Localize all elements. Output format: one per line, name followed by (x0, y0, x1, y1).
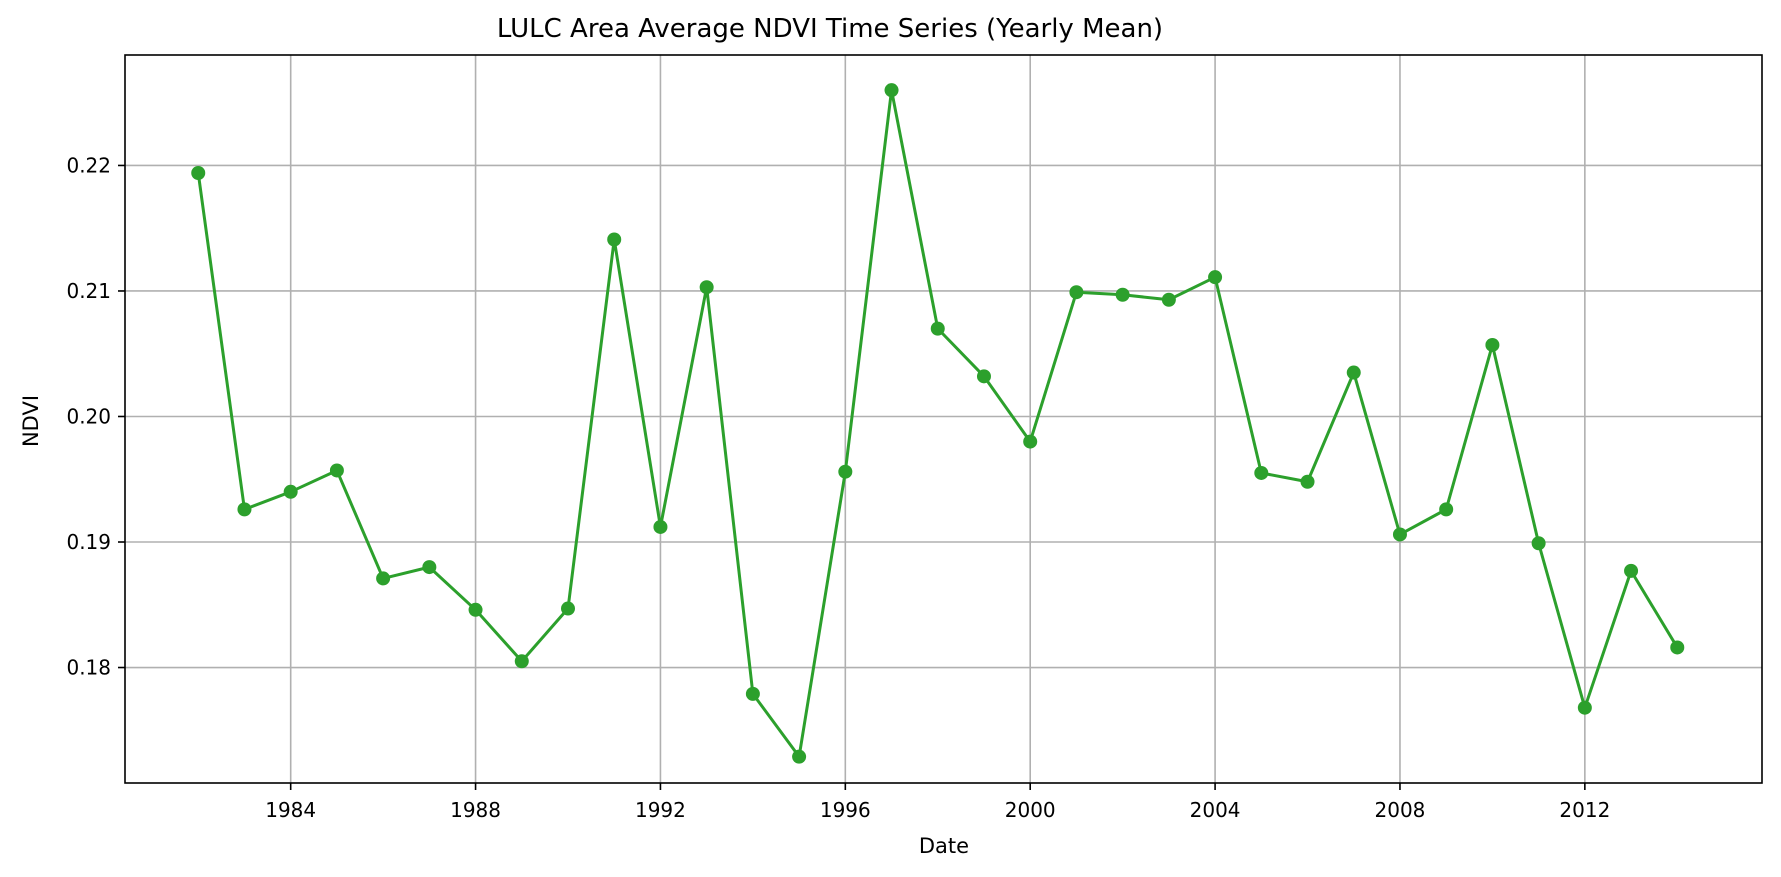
y-axis-label: NDVI (19, 395, 43, 447)
y-tick-label: 0.18 (66, 656, 111, 680)
ndvi-data-point (1023, 434, 1038, 449)
ndvi-data-point (1115, 287, 1130, 302)
x-tick-label: 1992 (635, 798, 686, 822)
plot-frame (124, 54, 1763, 784)
ndvi-data-point (1624, 563, 1639, 578)
ndvi-data-point (1346, 365, 1361, 380)
y-tick-label: 0.21 (66, 279, 111, 303)
chart-title: LULC Area Average NDVI Time Series (Year… (497, 14, 1163, 44)
x-tick-label: 1984 (265, 798, 316, 822)
ndvi-data-point (561, 601, 575, 616)
y-tick-label: 0.20 (66, 404, 111, 428)
x-tick-label: 1988 (450, 798, 501, 822)
x-tick-label: 1996 (820, 798, 871, 822)
x-tick-label: 2004 (1190, 798, 1241, 822)
ndvi-data-point (930, 321, 945, 336)
ndvi-data-point (1300, 474, 1315, 489)
ndvi-data-point (1577, 700, 1592, 715)
ndvi-data-point (1392, 527, 1407, 542)
ndvi-data-point (376, 571, 391, 586)
ndvi-data-point (884, 83, 899, 98)
x-axis-label: Date (919, 834, 969, 858)
ndvi-data-point (1670, 640, 1685, 655)
series-layer (191, 83, 1685, 764)
ndvi-data-point (699, 280, 714, 295)
ndvi-data-point (1254, 465, 1269, 480)
x-tick-label: 2000 (1005, 798, 1056, 822)
ndvi-data-point (1439, 502, 1454, 517)
ndvi-data-point (653, 519, 668, 534)
y-tick-label: 0.22 (66, 153, 111, 177)
axis-ticks: 1984 1988 1992 1996 2000 2004 2008 2012 0.18 0.19… (66, 153, 1610, 822)
x-tick-label: 2012 (1559, 798, 1610, 822)
ndvi-data-point (607, 232, 622, 247)
grid-lines (125, 55, 1762, 783)
ndvi-data-point (468, 602, 483, 617)
y-tick-label: 0.19 (66, 530, 111, 554)
ndvi-data-point (745, 686, 760, 701)
ndvi-data-point (1161, 292, 1176, 307)
ndvi-data-point (329, 463, 344, 478)
ndvi-data-point (1069, 285, 1084, 300)
ndvi-data-point (191, 165, 206, 180)
ndvi-data-point (1485, 337, 1500, 352)
x-tick-label: 2008 (1375, 798, 1426, 822)
ndvi-data-point (838, 464, 853, 479)
ndvi-data-point (514, 654, 529, 669)
ndvi-data-point (422, 560, 437, 575)
ndvi-data-point (976, 369, 991, 384)
ndvi-data-point (283, 484, 298, 499)
ndvi-data-point (792, 749, 807, 764)
ndvi-data-point (1208, 270, 1223, 285)
ndvi-data-point (237, 502, 252, 517)
ndvi-data-point (1531, 536, 1546, 551)
